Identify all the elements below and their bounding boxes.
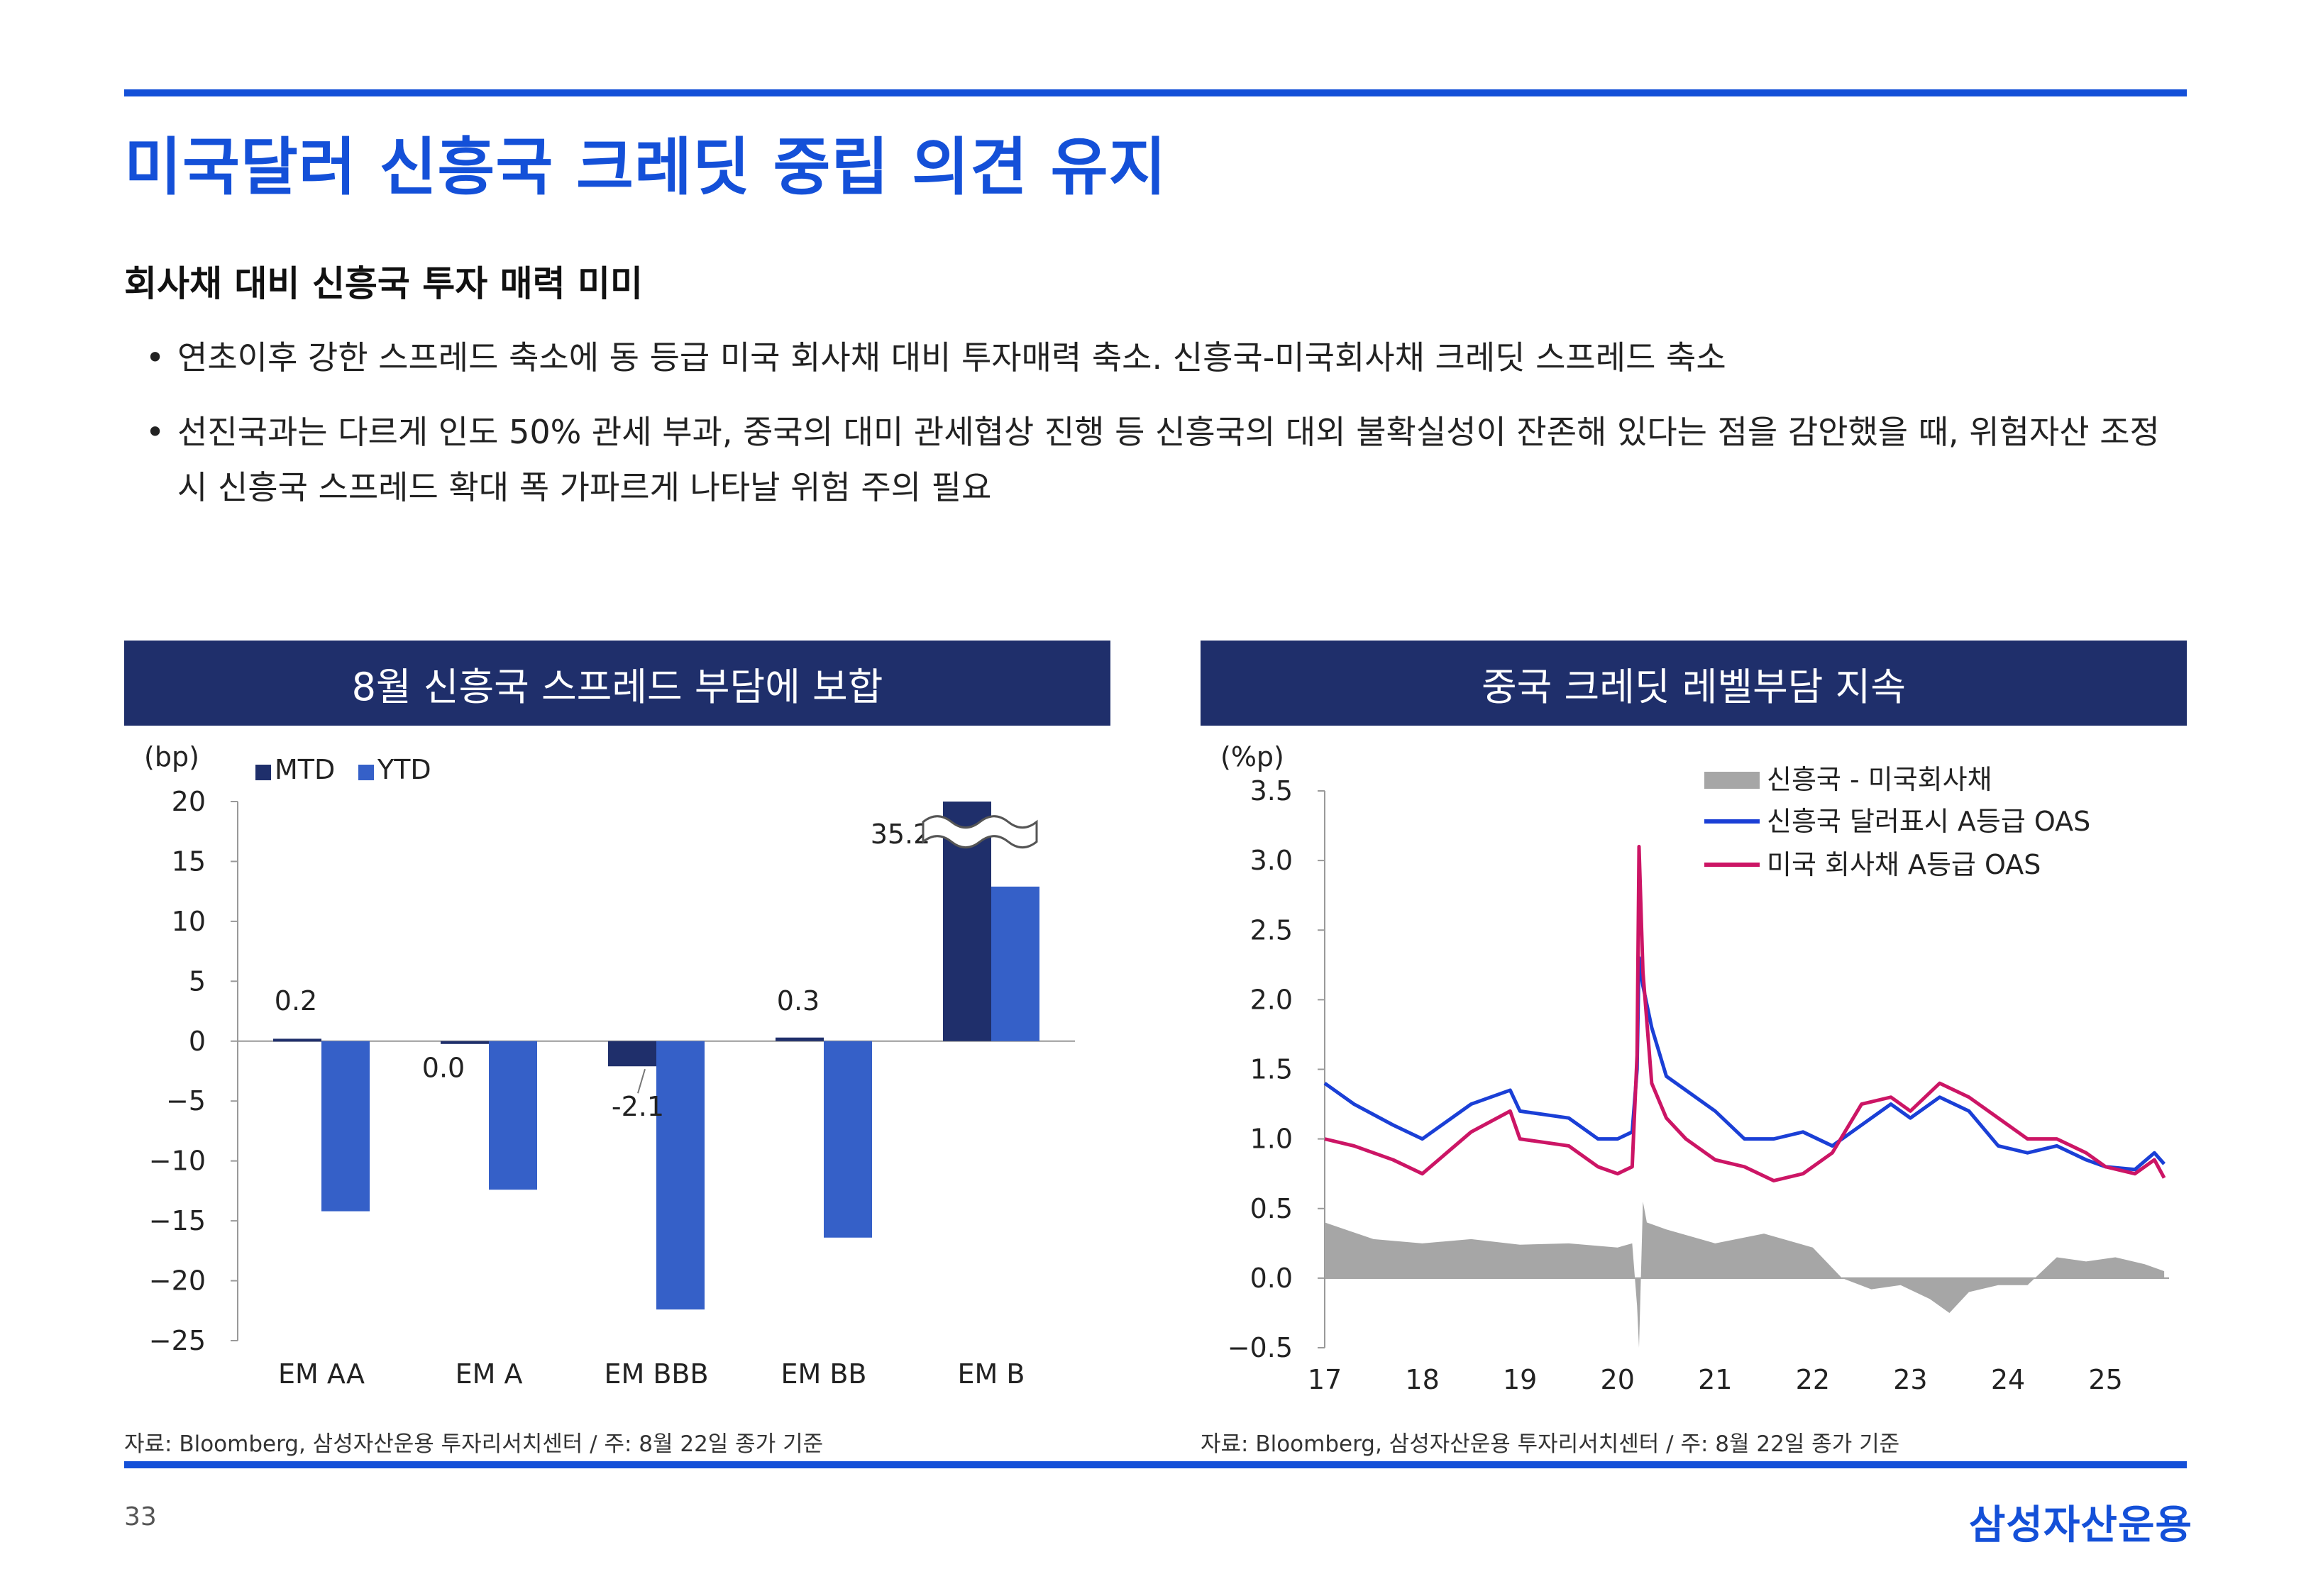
y-axis-label: (%p) bbox=[1220, 741, 1284, 772]
bullet-dot: • bbox=[145, 413, 165, 451]
page-title: 미국달러 신흥국 크레딧 중립 의견 유지 bbox=[124, 131, 1167, 204]
line-chart: (%p)3.5 3.0 2.5 2.0 1.5 1.0 0.5 0.0 −0.5 17 18 19 20… bbox=[1220, 741, 2169, 1395]
y-tick-label: −25 bbox=[149, 1325, 206, 1356]
y-tick-label: 0.5 bbox=[1250, 1193, 1293, 1224]
legend-swatch-ytd bbox=[358, 765, 374, 780]
y-tick-label: 0 bbox=[189, 1026, 206, 1057]
y-tick-label: 20 bbox=[172, 786, 206, 817]
axis-break-marker bbox=[922, 815, 1038, 849]
data-label-leader bbox=[637, 1068, 646, 1094]
data-label-mtd: -2.1 bbox=[612, 1091, 664, 1122]
x-tick-label: 23 bbox=[1893, 1364, 1927, 1395]
legend-label-spread: 신흥국 - 미국회사채 bbox=[1767, 764, 1992, 795]
y-axis-label: (bp) bbox=[144, 741, 199, 772]
page-subtitle: 회사채 대비 신흥국 투자 매력 미미 bbox=[124, 263, 644, 304]
bar-ytd bbox=[489, 1041, 537, 1190]
top-rule bbox=[124, 89, 2187, 96]
right-chart-source: 자료: Bloomberg, 삼성자산운용 투자리서치센터 / 주: 8월 22… bbox=[1201, 1431, 1900, 1457]
y-tick-label: 2.0 bbox=[1250, 984, 1293, 1015]
legend-swatch-mtd bbox=[255, 765, 271, 780]
y-tick-label: −20 bbox=[149, 1265, 206, 1297]
series-line-us-oas bbox=[1324, 845, 2166, 1182]
x-tick-label: 24 bbox=[1991, 1364, 2025, 1395]
series-line-em-oas bbox=[1323, 956, 2166, 1172]
x-category-label: EM BBB bbox=[604, 1358, 708, 1390]
bullet-item: • 연초이후 강한 스프레드 축소에 동 등급 미국 회사채 대비 투자매력 축… bbox=[145, 330, 2189, 385]
y-tick-label: −15 bbox=[149, 1205, 206, 1236]
x-tick-label: 17 bbox=[1308, 1364, 1342, 1395]
y-tick-label: 3.5 bbox=[1250, 775, 1293, 807]
bar-ytd bbox=[321, 1041, 370, 1212]
y-tick-label: 0.0 bbox=[1250, 1263, 1293, 1294]
y-tick-label: 1.5 bbox=[1250, 1054, 1293, 1085]
y-tick-label: −10 bbox=[149, 1146, 206, 1177]
data-label-mtd: 0.2 bbox=[275, 985, 317, 1016]
x-category-label: EM BB bbox=[780, 1358, 866, 1390]
bullet-text: 선진국과는 다르게 인도 50% 관세 부과, 중국의 대미 관세협상 진행 등… bbox=[177, 413, 2160, 506]
x-tick-label: 22 bbox=[1796, 1364, 1830, 1395]
bar-ytd bbox=[656, 1041, 705, 1310]
legend-swatch-spread bbox=[1704, 772, 1760, 789]
bar-ytd bbox=[991, 886, 1039, 1041]
bullet-dot: • bbox=[145, 338, 165, 377]
x-tick-label: 18 bbox=[1405, 1364, 1439, 1395]
legend-label-mtd: MTD bbox=[275, 754, 335, 785]
x-category-label: EM AA bbox=[278, 1358, 365, 1390]
bar-mtd bbox=[273, 1038, 321, 1042]
data-label-mtd: 0.3 bbox=[777, 985, 820, 1016]
series-area-spread bbox=[1325, 1201, 2165, 1348]
x-tick-label: 19 bbox=[1503, 1364, 1537, 1395]
y-tick-label: 2.5 bbox=[1250, 914, 1293, 946]
y-tick-label: 5 bbox=[189, 965, 206, 997]
brand-logo-text: 삼성자산운용 bbox=[1968, 1502, 2192, 1548]
x-tick-label: 25 bbox=[2088, 1364, 2122, 1395]
y-tick-label: 1.0 bbox=[1250, 1124, 1293, 1155]
x-category-label: EM B bbox=[958, 1358, 1025, 1390]
legend-label-em-oas: 신흥국 달러표시 A등급 OAS bbox=[1767, 806, 2090, 837]
left-chart-header: 8월 신흥국 스프레드 부담에 보합 bbox=[124, 641, 1110, 726]
bullet-text: 연초이후 강한 스프레드 축소에 동 등급 미국 회사채 대비 투자매력 축소.… bbox=[177, 338, 1726, 377]
x-category-label: EM A bbox=[456, 1358, 523, 1390]
bar-chart: (bp) 20 15 10 5 0 −5 −10 −15 −20 −25 MTD YTD EM AA 0.2… bbox=[144, 741, 1075, 1390]
legend-label-ytd: YTD bbox=[377, 754, 431, 785]
y-tick-label: 10 bbox=[172, 906, 206, 937]
data-label-mtd: 0.0 bbox=[422, 1052, 465, 1083]
x-tick-label: 20 bbox=[1601, 1364, 1635, 1395]
bar-mtd bbox=[608, 1041, 656, 1067]
left-chart-source: 자료: Bloomberg, 삼성자산운용 투자리서치센터 / 주: 8월 22… bbox=[124, 1431, 824, 1457]
legend-label-us-oas: 미국 회사채 A등급 OAS bbox=[1767, 849, 2041, 880]
bullet-item: • 선진국과는 다르게 인도 50% 관세 부과, 중국의 대미 관세협상 진행… bbox=[145, 404, 2189, 515]
data-label-mtd: 35.2 bbox=[871, 819, 931, 850]
x-tick-label: 21 bbox=[1698, 1364, 1732, 1395]
right-chart-header: 중국 크레딧 레벨부담 지속 bbox=[1201, 641, 2187, 726]
y-tick-label: 15 bbox=[172, 846, 206, 877]
bar-mtd bbox=[776, 1037, 824, 1041]
y-tick-label: 3.0 bbox=[1250, 845, 1293, 876]
bottom-rule bbox=[124, 1461, 2187, 1468]
bar-mtd bbox=[441, 1041, 489, 1044]
page-number: 33 bbox=[124, 1502, 157, 1531]
bar-ytd bbox=[824, 1041, 872, 1238]
y-tick-label: −0.5 bbox=[1228, 1332, 1293, 1363]
y-tick-label: −5 bbox=[166, 1085, 206, 1116]
bullet-list: • 연초이후 강한 스프레드 축소에 동 등급 미국 회사채 대비 투자매력 축… bbox=[145, 330, 2189, 515]
